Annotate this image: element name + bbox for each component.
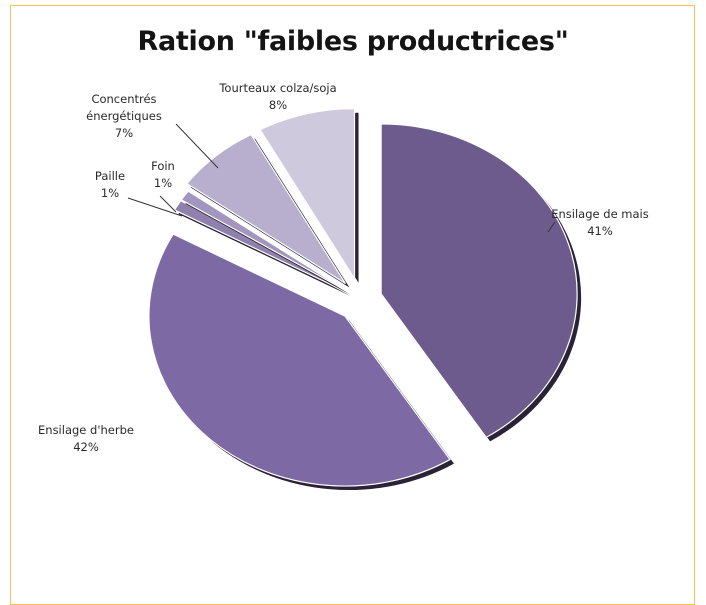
slice-value-label: 1% [154, 176, 172, 190]
pie-leader-line [175, 123, 219, 169]
pie-leader-line [547, 221, 556, 233]
pie-slice [185, 133, 346, 285]
pie-slice [259, 108, 356, 281]
pie-slice [148, 233, 451, 487]
slice-value-label: 42% [73, 440, 99, 454]
pie-leader-line [159, 195, 177, 213]
slice-label: Foin [151, 159, 175, 173]
pie-slice [380, 123, 578, 439]
slice-label: Ensilage d'herbe [38, 423, 134, 437]
chart-title: Ration "faibles productrices" [137, 26, 569, 57]
slice-label: Ensilage de mais [551, 207, 648, 221]
slice-value-label: 41% [587, 224, 613, 238]
slice-label: Concentrés [91, 92, 156, 106]
slice-value-label: 7% [115, 126, 133, 140]
slice-value-label: 8% [269, 98, 287, 112]
slice-label: Paille [95, 169, 125, 183]
slice-label: énergétiques [86, 109, 162, 123]
slice-label: Tourteaux colza/soja [218, 81, 336, 95]
slice-value-label: 1% [101, 186, 119, 200]
pie-leader-line [127, 197, 183, 217]
pie-slice [180, 190, 348, 292]
